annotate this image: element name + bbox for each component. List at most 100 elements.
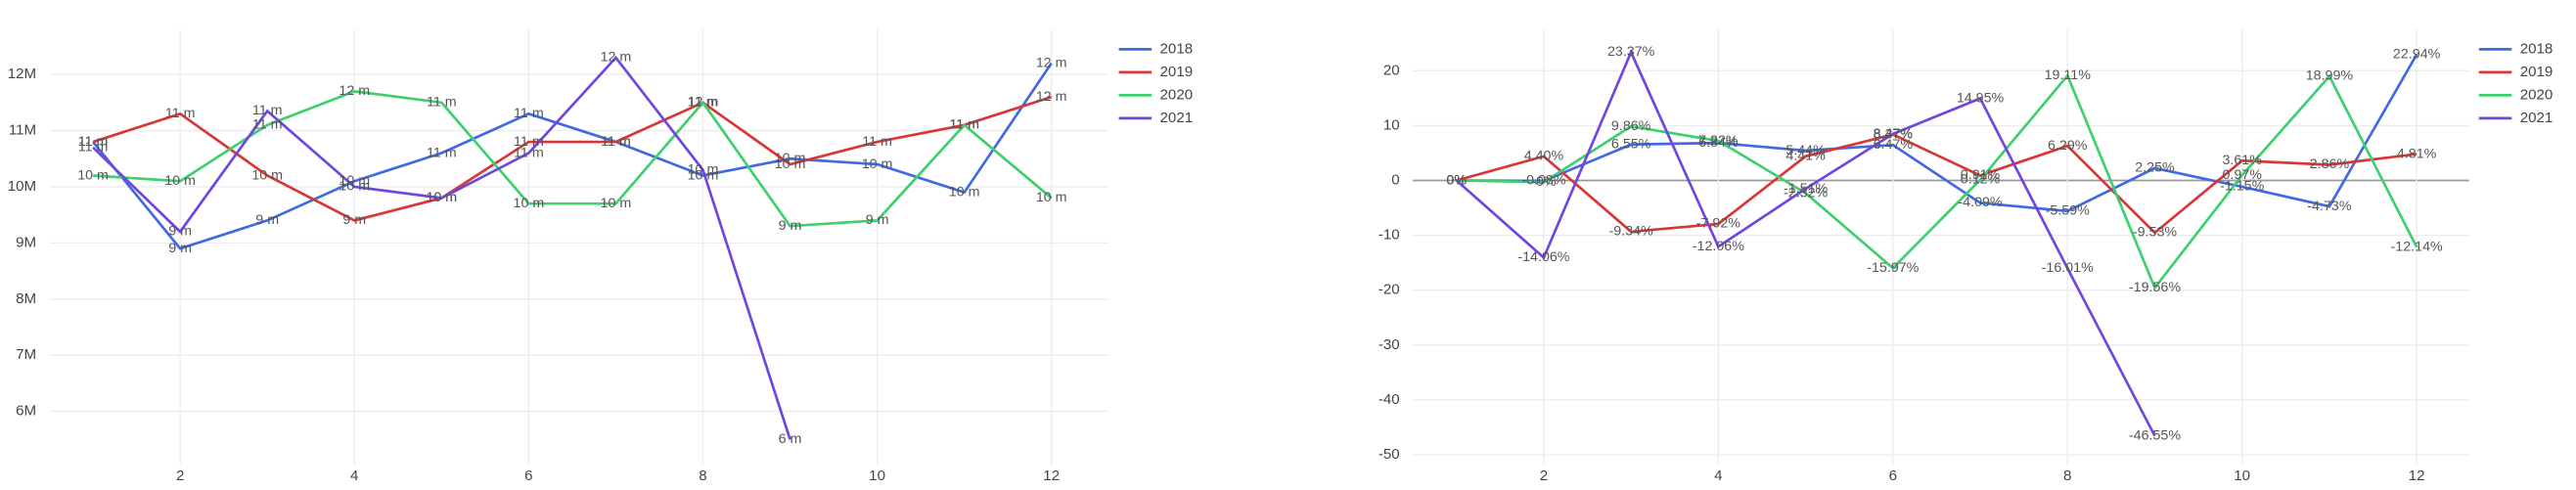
data-label: -16.01% xyxy=(2042,260,2094,276)
data-label: 9 m xyxy=(168,241,192,256)
legend-label: 2021 xyxy=(1160,110,1194,126)
data-label: 4.41% xyxy=(1785,149,1826,164)
y-tick-label: 8M xyxy=(16,290,36,307)
legend-item[interactable]: 2020 xyxy=(1118,86,1194,103)
legend-label: 2021 xyxy=(2520,110,2553,126)
x-tick-label: 12 xyxy=(2409,468,2425,484)
x-tick-label: 8 xyxy=(2063,468,2071,484)
x-tick-label: 4 xyxy=(1714,468,1722,484)
data-label: 11 m xyxy=(427,145,457,160)
series-line xyxy=(92,95,1053,222)
data-label: -14.06% xyxy=(1517,249,1569,265)
data-label: 10 m xyxy=(1036,190,1067,205)
data-label: 12 m xyxy=(601,50,632,66)
data-label: 6.29% xyxy=(2048,138,2088,154)
data-label: -0.08% xyxy=(1521,173,1566,189)
data-label: 14.95% xyxy=(1957,90,2005,106)
y-tick-label: 20 xyxy=(1383,62,1400,78)
series-line xyxy=(1456,133,2418,235)
data-label: 9 m xyxy=(255,212,279,228)
x-tick-label: 4 xyxy=(350,468,358,484)
data-label: -1.15% xyxy=(2220,179,2265,195)
data-label: 10 m xyxy=(77,167,109,183)
data-label: 10 m xyxy=(339,173,370,189)
data-label: 9 m xyxy=(866,212,889,228)
series-line xyxy=(1456,72,2418,290)
y-tick-label: -30 xyxy=(1378,336,1400,353)
data-label: 4.81% xyxy=(2397,146,2437,161)
x-tick-label: 8 xyxy=(699,468,706,484)
data-label: 11 m xyxy=(165,106,196,121)
data-label: -4.73% xyxy=(2307,199,2352,214)
data-label: 6.55% xyxy=(1611,137,1651,153)
data-label: 0% xyxy=(1446,172,1467,188)
series-line xyxy=(92,55,791,440)
data-label: 2.86% xyxy=(2310,156,2350,172)
data-label: 7.22% xyxy=(1698,133,1739,149)
data-label: 0% xyxy=(1446,172,1467,188)
data-label: 9 m xyxy=(779,218,802,234)
data-label: 12 m xyxy=(339,83,370,99)
data-label: -4.09% xyxy=(1958,195,2003,210)
y-tick-label: 9M xyxy=(16,234,36,250)
legend-label: 2019 xyxy=(1160,64,1194,80)
y-tick-label: 0 xyxy=(1391,171,1399,188)
legend-label: 2020 xyxy=(1160,86,1194,103)
data-label: 11 m xyxy=(78,134,109,150)
data-label: 11 m xyxy=(514,145,544,160)
series-line xyxy=(1455,49,2156,437)
data-label: 11 m xyxy=(252,103,283,118)
data-label: 10 m xyxy=(775,151,806,166)
data-label: 0.12% xyxy=(1961,172,2001,188)
data-label: 8.37% xyxy=(1874,126,1914,142)
data-label: 10 m xyxy=(688,167,719,183)
data-label: 11 m xyxy=(949,117,979,133)
data-label: 11 m xyxy=(252,117,283,133)
series-line xyxy=(92,62,1053,250)
x-tick-label: 12 xyxy=(1043,468,1060,484)
data-label: -7.92% xyxy=(1696,216,1741,232)
data-label: 9 m xyxy=(168,224,192,240)
data-label: 0% xyxy=(1446,172,1467,188)
data-label: -19.56% xyxy=(2129,280,2181,295)
data-label: -12.06% xyxy=(1693,239,1744,254)
legend-item[interactable]: 2018 xyxy=(1118,40,1194,57)
data-label: 0.91% xyxy=(1961,167,2001,183)
data-label: 6.47% xyxy=(1874,137,1914,153)
legend-item[interactable]: 2018 xyxy=(2478,40,2553,57)
y-tick-label: -20 xyxy=(1378,282,1400,298)
data-label: 10 m xyxy=(164,173,196,189)
data-label: 10 m xyxy=(601,196,632,211)
x-tick-label: 10 xyxy=(869,468,885,484)
y-tick-label: -40 xyxy=(1378,391,1400,408)
legend-item[interactable]: 2019 xyxy=(2478,64,2553,80)
data-label: 10 m xyxy=(688,162,719,178)
data-label: 11 m xyxy=(514,134,544,150)
data-label: 10 m xyxy=(251,167,283,183)
data-label: 11 m xyxy=(949,117,979,133)
data-label: 2.25% xyxy=(2135,160,2175,176)
legend-label: 2020 xyxy=(2520,86,2553,103)
legend-item[interactable]: 2020 xyxy=(2478,86,2553,103)
legend-item[interactable]: 2019 xyxy=(1118,64,1194,80)
data-label: 10 m xyxy=(339,179,370,195)
data-label: 11 m xyxy=(78,134,109,150)
series-line xyxy=(1456,54,2418,213)
data-label: 6 m xyxy=(779,431,802,447)
x-tick-label: 10 xyxy=(2234,468,2250,484)
data-label: 10 m xyxy=(862,156,893,172)
data-label: 10 m xyxy=(426,190,457,205)
legend-label: 2019 xyxy=(2520,64,2553,80)
y-tick-label: 10 xyxy=(1383,116,1400,133)
legend-item[interactable]: 2021 xyxy=(1118,110,1194,126)
data-label: 19.11% xyxy=(2045,67,2092,83)
data-label: -9.53% xyxy=(2133,225,2178,241)
data-label: 0% xyxy=(1446,172,1467,188)
x-tick-label: 6 xyxy=(524,468,532,484)
legend-item[interactable]: 2021 xyxy=(2478,110,2553,126)
data-label: 11 m xyxy=(601,134,631,150)
data-label: -46.55% xyxy=(2129,427,2181,443)
data-label: 23.37% xyxy=(1607,44,1655,60)
